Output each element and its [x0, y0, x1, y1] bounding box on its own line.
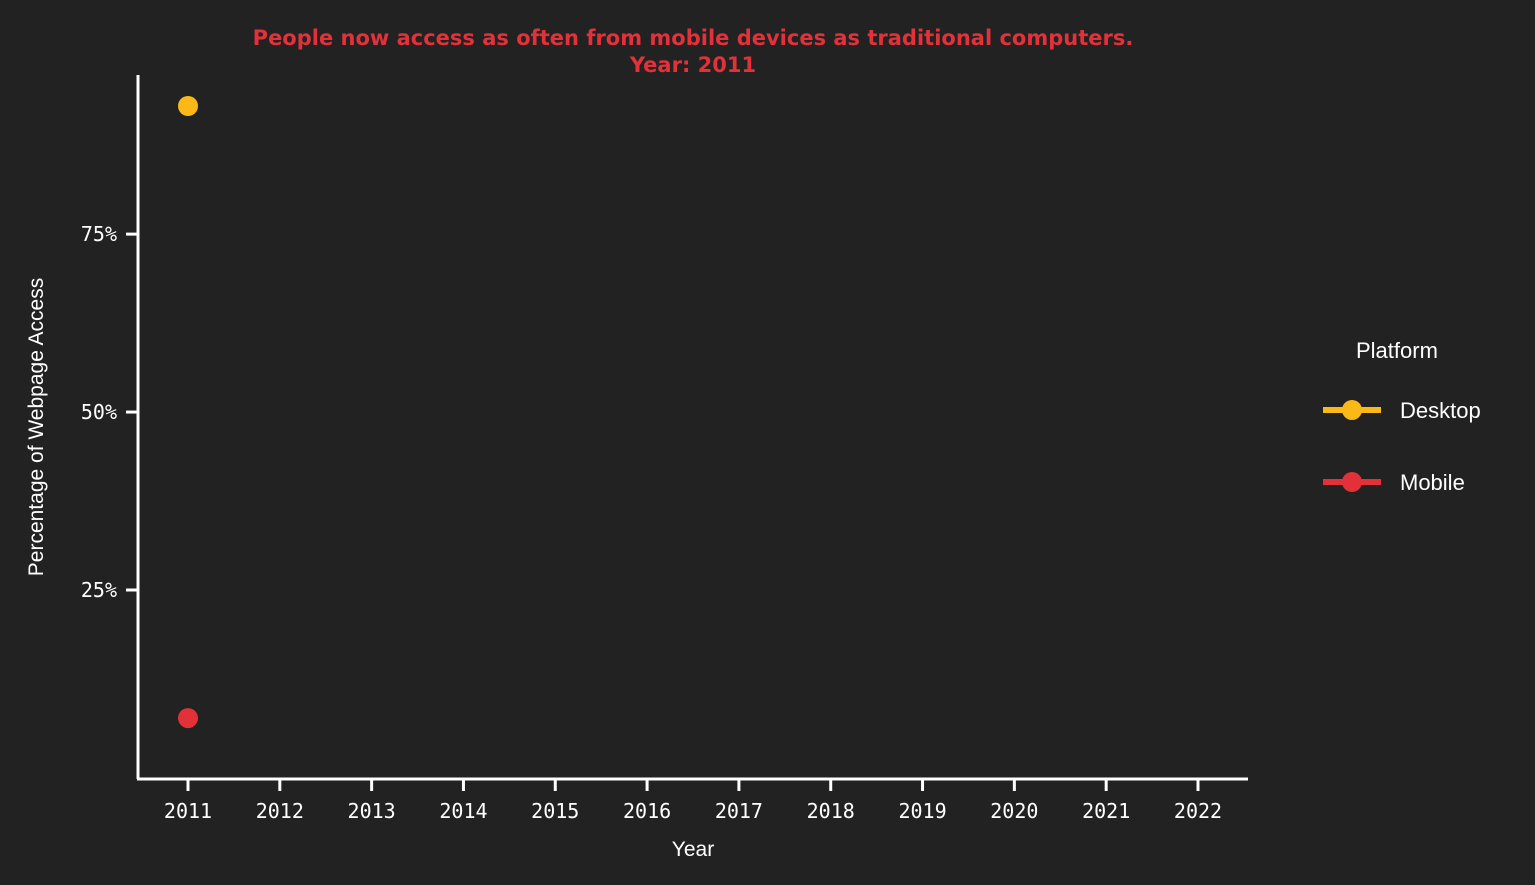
- x-tick-label: 2020: [990, 799, 1038, 823]
- x-tick-label: 2021: [1082, 799, 1130, 823]
- data-points: [178, 96, 198, 729]
- legend: Platform Desktop Mobile: [1323, 338, 1481, 495]
- x-ticks: 2011 2012 2013 2014 2015 2016 2017 2018 2019 2020…: [164, 779, 1222, 823]
- data-point-mobile: [178, 708, 198, 729]
- legend-label-desktop: Desktop: [1400, 398, 1481, 423]
- x-tick-label: 2011: [164, 799, 212, 823]
- data-point-desktop: [178, 96, 198, 116]
- x-tick-label: 2022: [1174, 799, 1222, 823]
- x-axis-title: Year: [672, 838, 714, 861]
- x-tick-label: 2015: [531, 799, 579, 823]
- y-axis-title: Percentage of Webpage Access: [25, 278, 48, 576]
- legend-label-mobile: Mobile: [1400, 470, 1465, 495]
- x-tick-label: 2014: [439, 799, 487, 823]
- x-tick-label: 2016: [623, 799, 671, 823]
- x-tick-label: 2019: [898, 799, 946, 823]
- x-tick-label: 2012: [256, 799, 304, 823]
- legend-title: Platform: [1356, 338, 1438, 363]
- x-tick-label: 2018: [807, 799, 855, 823]
- axes: [136, 75, 1248, 781]
- x-tick-label: 2013: [348, 799, 396, 823]
- x-tick-label: 2017: [715, 799, 763, 823]
- y-tick-label: 50%: [81, 400, 117, 424]
- legend-items: Desktop Mobile: [1323, 398, 1481, 495]
- chart-title: People now access as often from mobile d…: [253, 26, 1134, 50]
- legend-marker-desktop: [1342, 400, 1362, 420]
- chart-subtitle: Year: 2011: [629, 53, 756, 77]
- y-tick-label: 75%: [81, 222, 117, 246]
- y-tick-label: 25%: [81, 578, 117, 602]
- legend-marker-mobile: [1342, 472, 1362, 492]
- y-ticks: 25% 50% 75%: [81, 222, 138, 602]
